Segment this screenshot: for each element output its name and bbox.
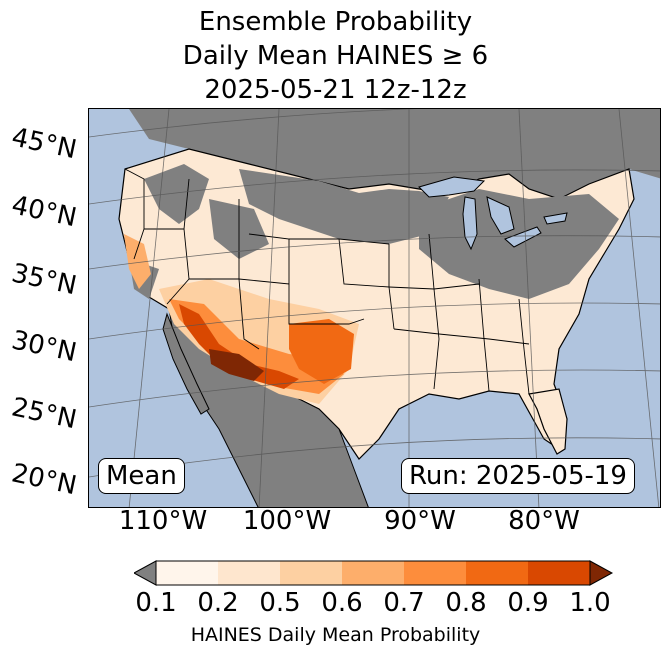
colorbar-tick-0: 0.1 (135, 588, 177, 618)
colorbar-tick-1: 0.2 (197, 588, 239, 618)
title-line-2: Daily Mean HAINES ≥ 6 (182, 41, 489, 71)
colorbar-bin-5 (466, 561, 528, 585)
baja-peninsula (162, 312, 210, 415)
lat-label-20: 20°N (8, 458, 80, 502)
colorbar-tick-3: 0.6 (321, 588, 363, 618)
map-panel (88, 108, 661, 508)
lake-michigan (462, 196, 478, 251)
colorbar-bin-3 (342, 561, 404, 585)
colorbar-tick-5: 0.8 (445, 588, 487, 618)
colorbar-bin-0 (156, 561, 218, 585)
colorbar-tick-7: 1.0 (569, 588, 611, 618)
lake-superior (418, 176, 486, 198)
lat-label-45: 45°N (8, 122, 80, 166)
state-borders (124, 168, 530, 395)
colorbar (134, 560, 614, 586)
gray-northwest (144, 164, 209, 224)
colorbar-bin-1 (218, 561, 280, 585)
colorbar-outline (155, 560, 591, 586)
colorbar-bin-6 (528, 561, 590, 585)
lat-label-25: 25°N (8, 392, 80, 436)
lat-label-35: 35°N (8, 258, 80, 302)
lat-label-40: 40°N (8, 190, 80, 234)
colorbar-tick-6: 0.9 (507, 588, 549, 618)
map-svg (89, 109, 660, 507)
colorbar-over-arrow (589, 560, 614, 586)
gray-north-central (239, 169, 449, 244)
prob-1.0-arizona (209, 349, 264, 381)
colorbar-tick-2: 0.5 (259, 588, 301, 618)
lon-label-110: 110°W (118, 506, 208, 536)
lake-huron (486, 196, 515, 235)
colorbar-bin-2 (280, 561, 342, 585)
title-line-3: 2025-05-21 12z-12z (204, 75, 467, 105)
run-label-box: Run: 2025-05-19 (401, 458, 635, 494)
prob-0.6-california (124, 234, 151, 289)
lon-label-100: 100°W (242, 506, 332, 536)
colorbar-label: HAINES Daily Mean Probability (190, 624, 481, 646)
stat-label-box: Mean (98, 458, 185, 494)
lake-erie (504, 226, 542, 248)
lon-label-90: 90°W (384, 506, 456, 536)
lat-label-30: 30°N (8, 325, 80, 369)
title-line-1: Ensemble Probability (198, 7, 473, 37)
colorbar-tick-4: 0.7 (383, 588, 425, 618)
lon-label-80: 80°W (508, 506, 580, 536)
colorbar-under-arrow (134, 560, 157, 586)
canada-region (129, 109, 660, 199)
lake-ontario (543, 212, 568, 225)
colorbar-bin-4 (404, 561, 466, 585)
prob-0.7-texas (289, 319, 354, 384)
